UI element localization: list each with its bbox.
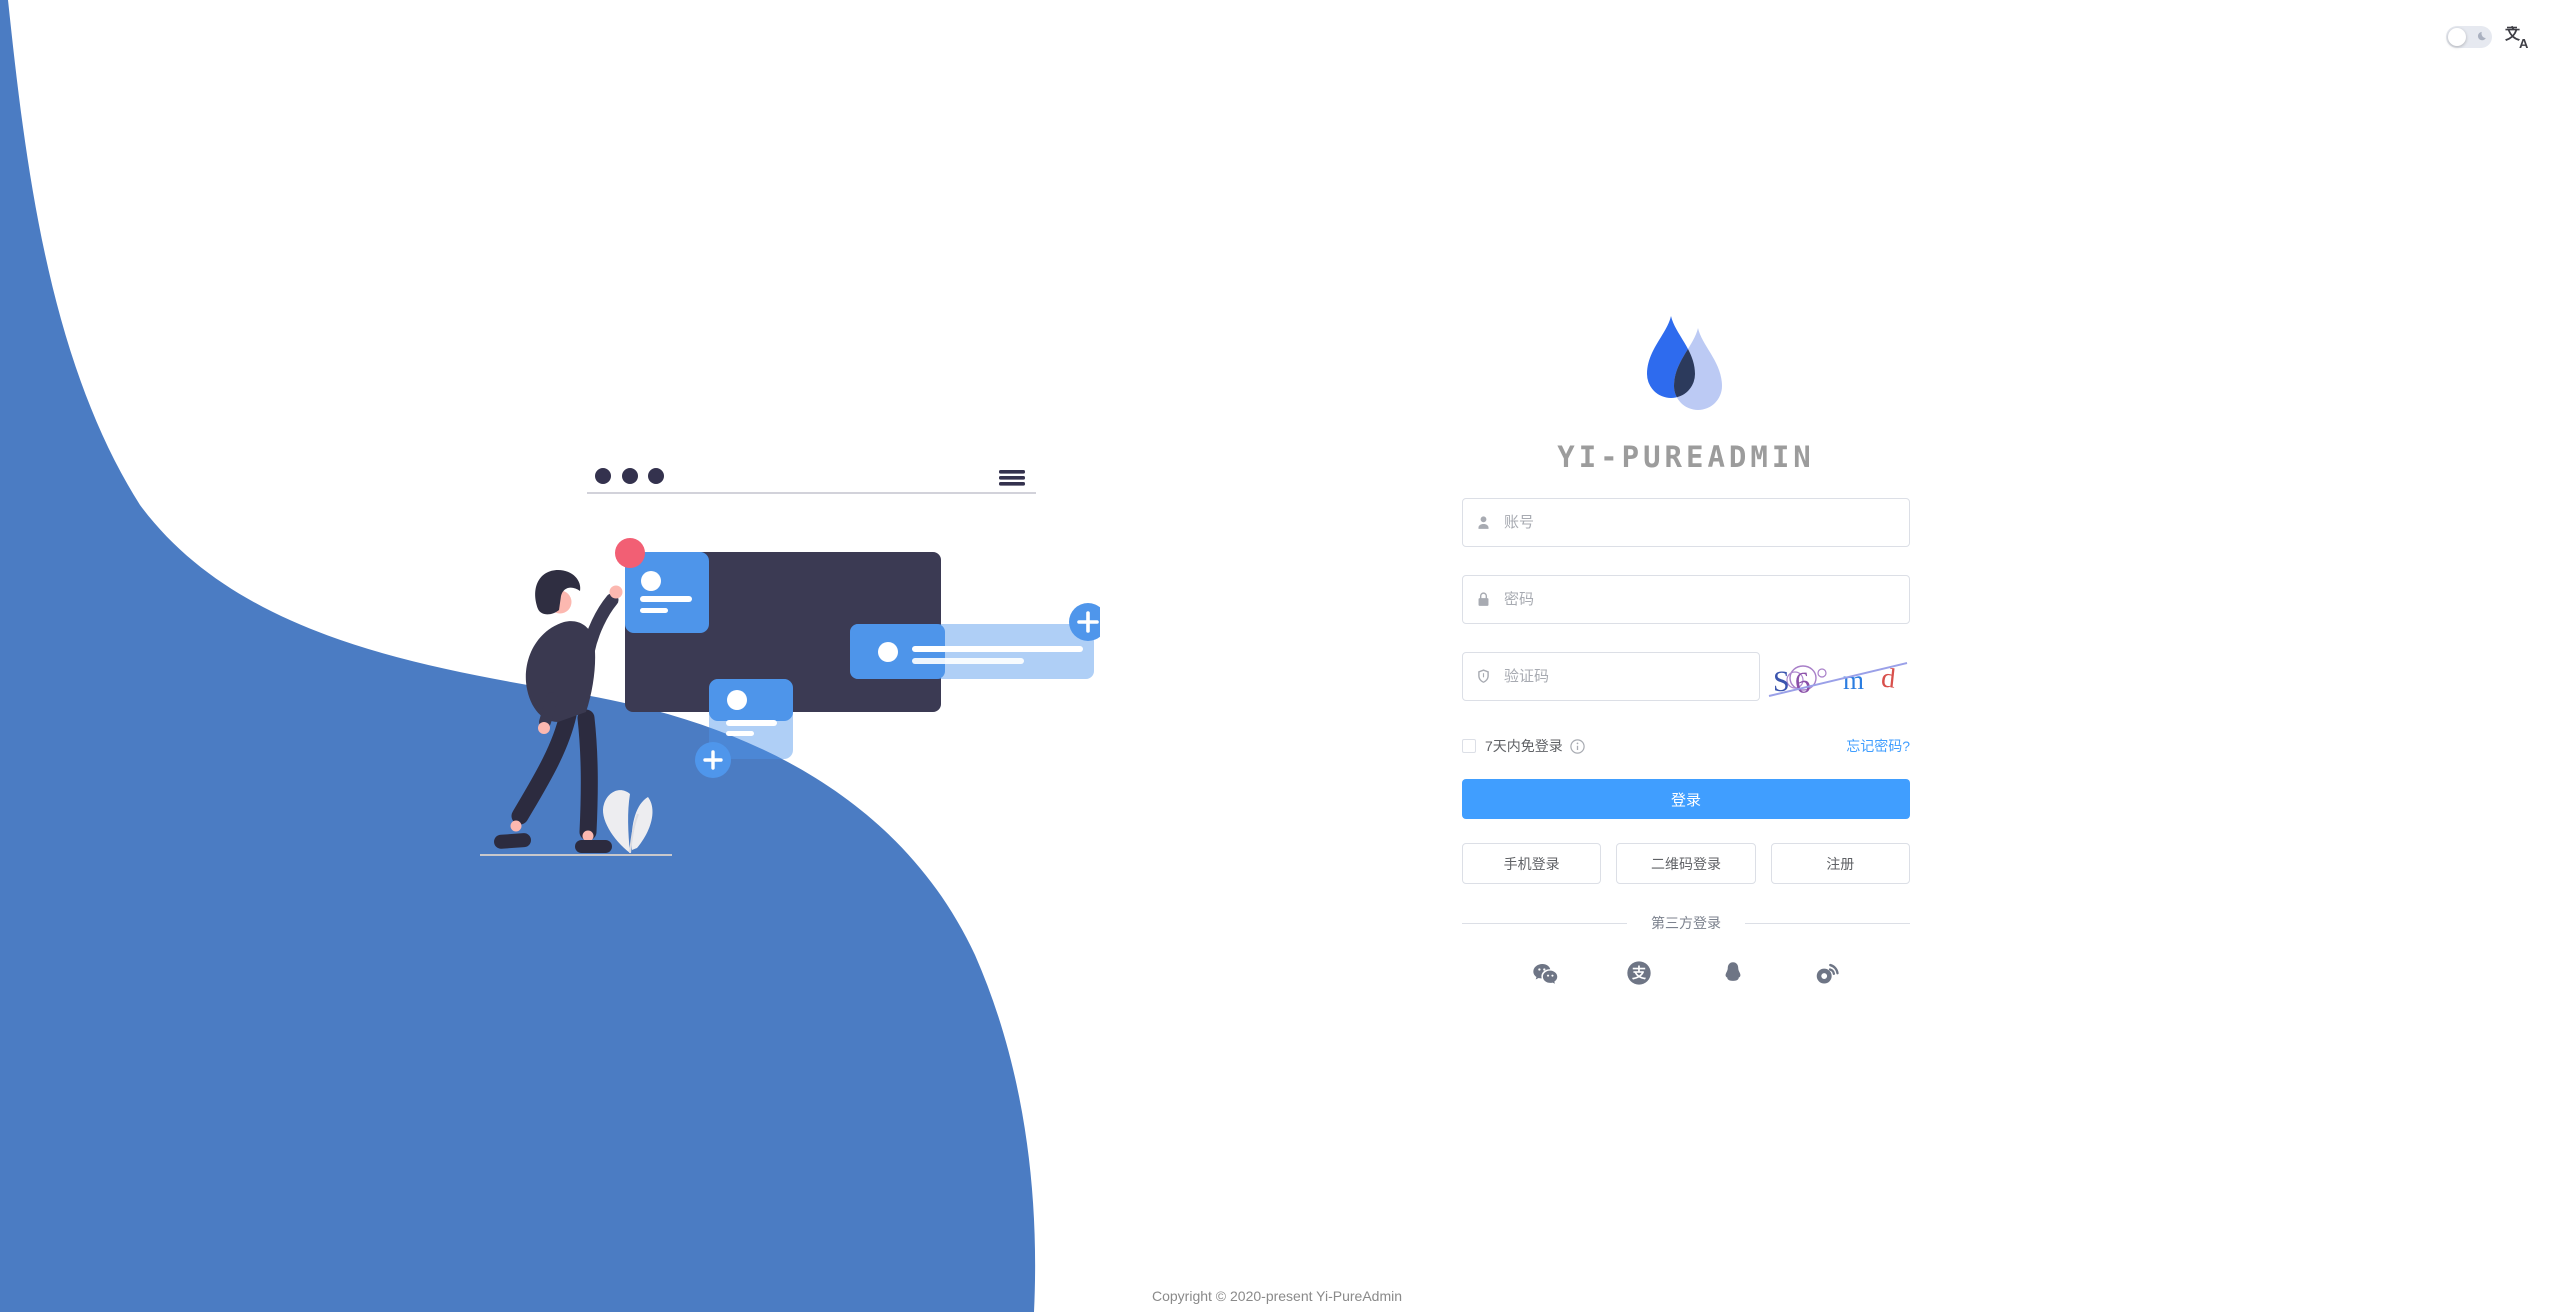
background-wave [0,0,1036,1312]
qq-icon[interactable] [1719,959,1747,987]
hamburger-icon [999,470,1025,486]
plus-icon [695,742,731,778]
illustration-row-card [850,603,1100,679]
top-controls: 文 A [2446,25,2532,49]
divider-line [1745,922,1910,924]
captcha-row: S 6 m d [1462,652,1910,701]
plus-icon [1069,603,1100,641]
qrcode-login-button[interactable]: 二维码登录 [1616,843,1756,884]
illustration-browser-bar [587,468,1036,494]
divider-line [1462,922,1627,924]
water-drop-logo [1647,316,1722,410]
alipay-icon[interactable]: 支 [1625,959,1653,987]
secondary-buttons: 手机登录 二维码登录 注册 [1462,843,1910,884]
captcha-field-wrap [1462,652,1760,701]
third-party-divider: 第三方登录 [1462,913,1910,933]
captcha-char: d [1880,662,1897,694]
wave-shape [0,0,1036,1312]
captcha-image[interactable]: S 6 m d [1767,653,1910,700]
svg-text:支: 支 [1631,965,1647,981]
phone-login-button[interactable]: 手机登录 [1462,843,1602,884]
weibo-icon[interactable] [1813,959,1841,987]
svg-text:A: A [2519,36,2529,49]
svg-text:文: 文 [2505,25,2521,43]
illustration-profile-card-2 [695,679,793,778]
account-input[interactable] [1462,498,1910,547]
user-icon [1478,516,1489,529]
lock-icon [1478,592,1489,606]
copyright: Copyright © 2020-present Yi-PureAdmin [1152,1288,1402,1304]
password-input[interactable] [1462,575,1910,624]
account-field-wrap [1462,498,1910,547]
forgot-password-link[interactable]: 忘记密码? [1846,738,1910,754]
captcha-char: m [1843,665,1864,695]
login-button[interactable]: 登录 [1462,779,1910,819]
divider-label: 第三方登录 [1651,915,1721,931]
remember-row: 7天内免登录 忘记密码? [1462,736,1910,756]
notification-dot [615,538,645,568]
page-title: YI-PUREADMIN [1557,440,1815,474]
illustration-profile-card-1 [615,538,709,633]
shield-icon [1478,669,1489,683]
remember-label: 7天内免登录 [1485,738,1563,754]
dark-mode-toggle[interactable] [2446,26,2492,48]
social-login-row: 支 [1462,959,1910,987]
wechat-icon[interactable] [1531,959,1559,987]
moon-icon [2477,31,2486,41]
captcha-input[interactable] [1462,652,1760,701]
info-icon[interactable] [1570,738,1585,754]
toggle-knob [2448,28,2466,46]
illustration-plant [602,790,653,854]
translate-icon[interactable]: 文 A [2505,25,2532,49]
illustration-person [494,570,623,853]
remember-checkbox[interactable] [1462,739,1476,753]
captcha-char: S [1773,665,1790,698]
illustration-person-building-ui [480,468,1100,856]
register-button[interactable]: 注册 [1770,843,1910,884]
captcha-char: 6 [1793,665,1812,699]
password-field-wrap [1462,575,1910,624]
login-panel: YI-PUREADMIN S 6 m d [1462,312,1910,987]
